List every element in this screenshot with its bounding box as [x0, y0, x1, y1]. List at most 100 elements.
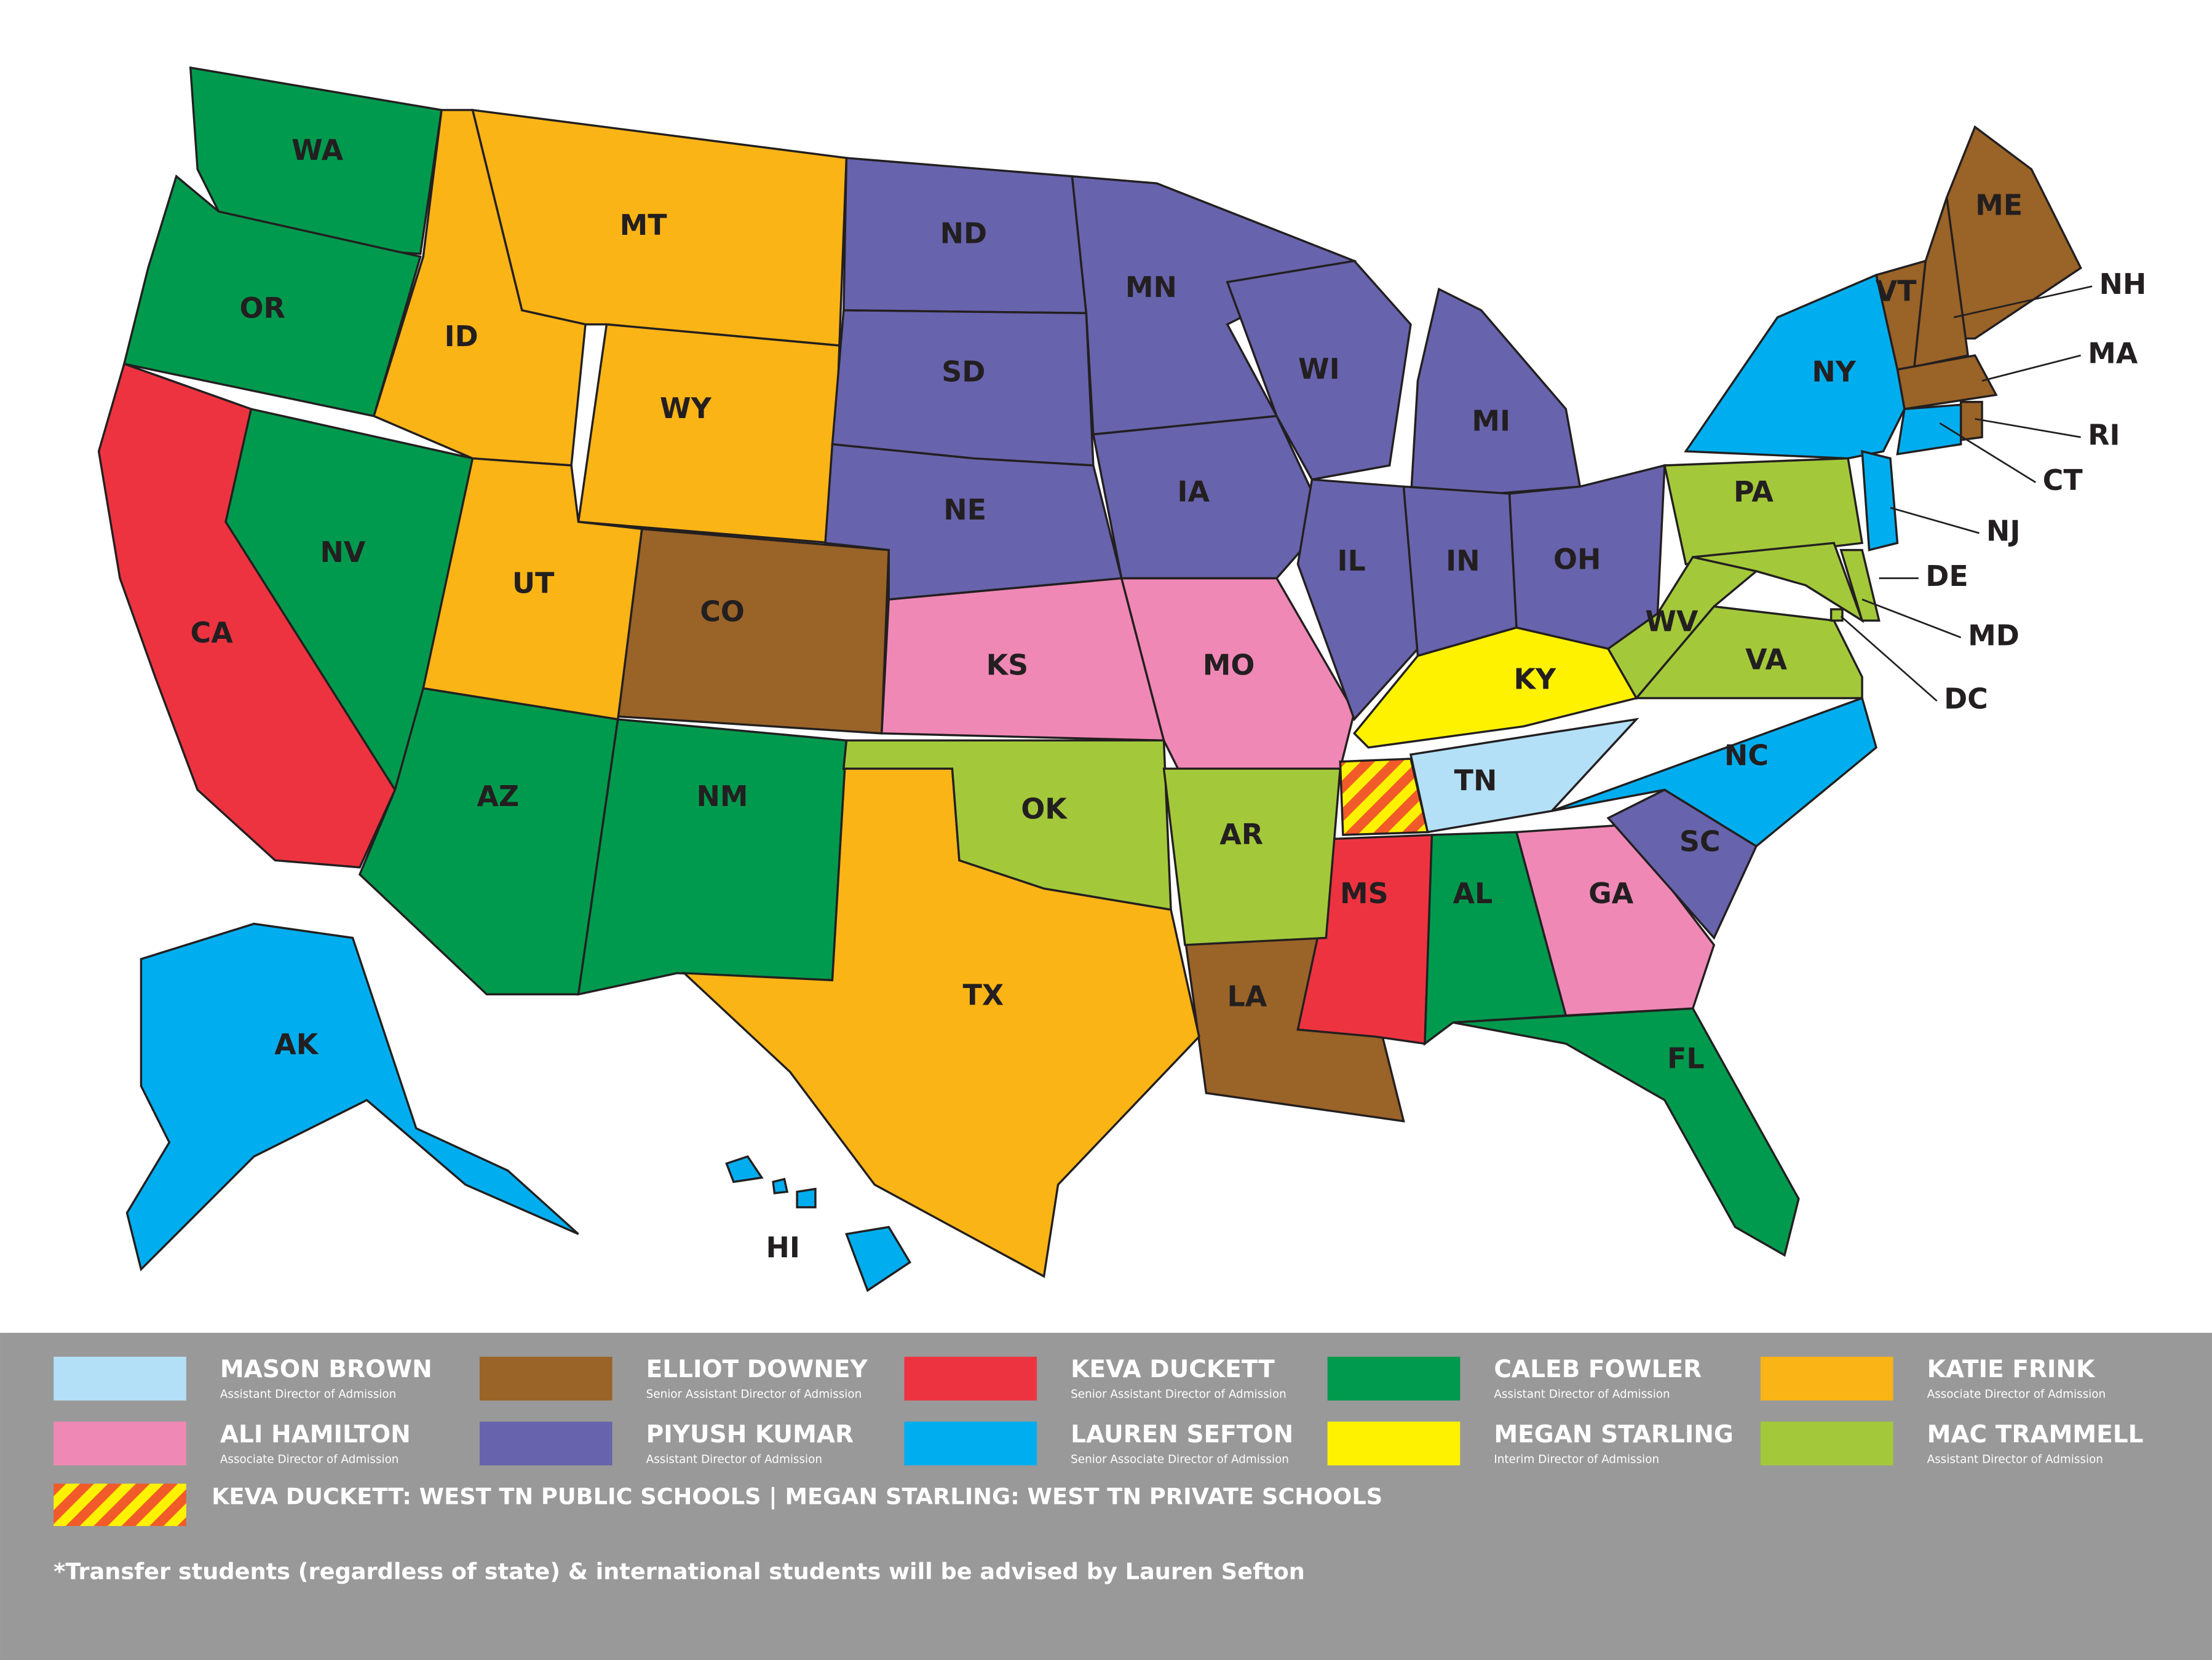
state-label: DE	[1925, 559, 1968, 593]
state-label: WA	[291, 133, 344, 167]
legend-title: Senior Associate Director of Admission	[1071, 1453, 1289, 1466]
state-label: NH	[2099, 267, 2146, 301]
state-label: OK	[1021, 792, 1068, 826]
state-label: SC	[1679, 824, 1721, 858]
state-shape	[1896, 403, 1962, 456]
leader-line	[1981, 354, 2081, 382]
legend-title: Assistant Director of Admission	[1927, 1453, 2103, 1466]
legend-name: CALEB FOWLER	[1494, 1356, 1702, 1383]
legend-name: KEVA DUCKETT	[1071, 1356, 1275, 1383]
state-label: SD	[941, 355, 985, 388]
state-label: IL	[1338, 544, 1366, 577]
state-label: MI	[1472, 405, 1510, 438]
leader-line	[1890, 507, 1980, 534]
state-shape	[824, 443, 1123, 601]
state-shape	[1684, 273, 1906, 460]
state-shape	[1913, 197, 1970, 368]
state-label: DC	[1944, 682, 1988, 716]
leader-line	[1975, 417, 2081, 438]
legend-swatch	[54, 1356, 186, 1401]
state-label: WI	[1298, 352, 1340, 385]
legend-swatch	[1327, 1356, 1461, 1401]
state-label: ID	[445, 320, 478, 353]
legend-swatch	[904, 1356, 1037, 1401]
state-label: WY	[660, 392, 712, 425]
legend-title: Senior Assistant Director of Admission	[646, 1388, 862, 1401]
state-label: MT	[620, 208, 668, 242]
legend-swatch	[1760, 1421, 1893, 1466]
legend-name: MAC TRAMMELL	[1927, 1421, 2144, 1449]
state-label: AZ	[477, 780, 519, 813]
state-label: VA	[1745, 642, 1787, 676]
state-label: OR	[240, 291, 285, 325]
state-shape	[577, 718, 848, 996]
legend-swatch	[479, 1421, 612, 1466]
state-shape	[616, 528, 890, 735]
state-label: IN	[1446, 544, 1480, 577]
leader-line	[1840, 615, 1938, 702]
state-label: NE	[943, 493, 986, 526]
state-label: MN	[1125, 271, 1177, 304]
legend-name: LAUREN SEFTON	[1071, 1421, 1293, 1449]
state-shape	[125, 922, 579, 1271]
state-label: AK	[274, 1028, 319, 1061]
state-label: AL	[1453, 877, 1493, 910]
state-shape	[1071, 175, 1357, 436]
legend-name: ELLIOT DOWNEY	[646, 1356, 868, 1383]
state-shape	[1453, 1007, 1800, 1257]
state-shape	[796, 1187, 817, 1209]
state-shape	[1515, 824, 1716, 1017]
state-label: GA	[1588, 877, 1634, 910]
state-label: PA	[1734, 475, 1774, 508]
state-shape	[1692, 542, 1865, 623]
state-label: NJ	[1986, 515, 2020, 548]
legend-swatch	[1327, 1421, 1461, 1466]
state-label: AR	[1219, 818, 1263, 851]
state-label: LA	[1227, 980, 1267, 1013]
legend-title: Associate Director of Admission	[220, 1453, 399, 1466]
legend-title: Assistant Director of Admission	[646, 1453, 822, 1466]
state-label: TX	[963, 978, 1004, 1011]
leader-line	[1953, 285, 2093, 318]
state-label: NC	[1724, 738, 1769, 772]
legend-title: Assistant Director of Admission	[1494, 1388, 1670, 1401]
state-shape	[1162, 767, 1342, 946]
state-label: CT	[2043, 464, 2083, 497]
state-shape	[772, 1177, 789, 1195]
state-shape	[1959, 401, 1983, 441]
legend-name: MEGAN STARLING	[1494, 1421, 1734, 1449]
state-shape	[1226, 259, 1412, 481]
state-label: MA	[2088, 337, 2138, 370]
west-tn-note: KEVA DUCKETT: WEST TN PUBLIC SCHOOLS | M…	[212, 1484, 1382, 1511]
state-label: HI	[766, 1231, 799, 1264]
state-shape	[1663, 457, 1864, 566]
state-label: KS	[986, 649, 1029, 682]
legend-name: PIYUSH KUMAR	[646, 1421, 854, 1449]
state-label: OH	[1553, 542, 1601, 575]
state-label: RI	[2088, 419, 2120, 452]
leader-line	[1939, 422, 2036, 483]
state-label: MS	[1340, 877, 1389, 910]
state-label: UT	[512, 566, 555, 599]
legend-name: MASON BROWN	[220, 1356, 432, 1383]
legend-name: ALI HAMILTON	[220, 1421, 411, 1449]
state-shape	[1551, 697, 1877, 848]
leader-line	[1861, 598, 1962, 639]
state-shape	[725, 1155, 764, 1184]
state-label: NM	[697, 780, 748, 813]
state-label: CO	[700, 595, 745, 628]
state-label: NV	[320, 536, 366, 569]
state-label: CA	[191, 616, 234, 649]
state-shape	[1296, 478, 1419, 722]
state-shape	[577, 323, 841, 545]
state-label: ME	[1975, 189, 2023, 222]
state-label: MO	[1203, 649, 1255, 682]
west-tn-swatch	[54, 1484, 186, 1527]
state-label: ND	[940, 217, 987, 250]
state-shape	[1829, 608, 1844, 622]
west-tn-region	[1339, 757, 1429, 836]
state-shape	[845, 1225, 911, 1292]
legend-swatch	[54, 1421, 186, 1466]
